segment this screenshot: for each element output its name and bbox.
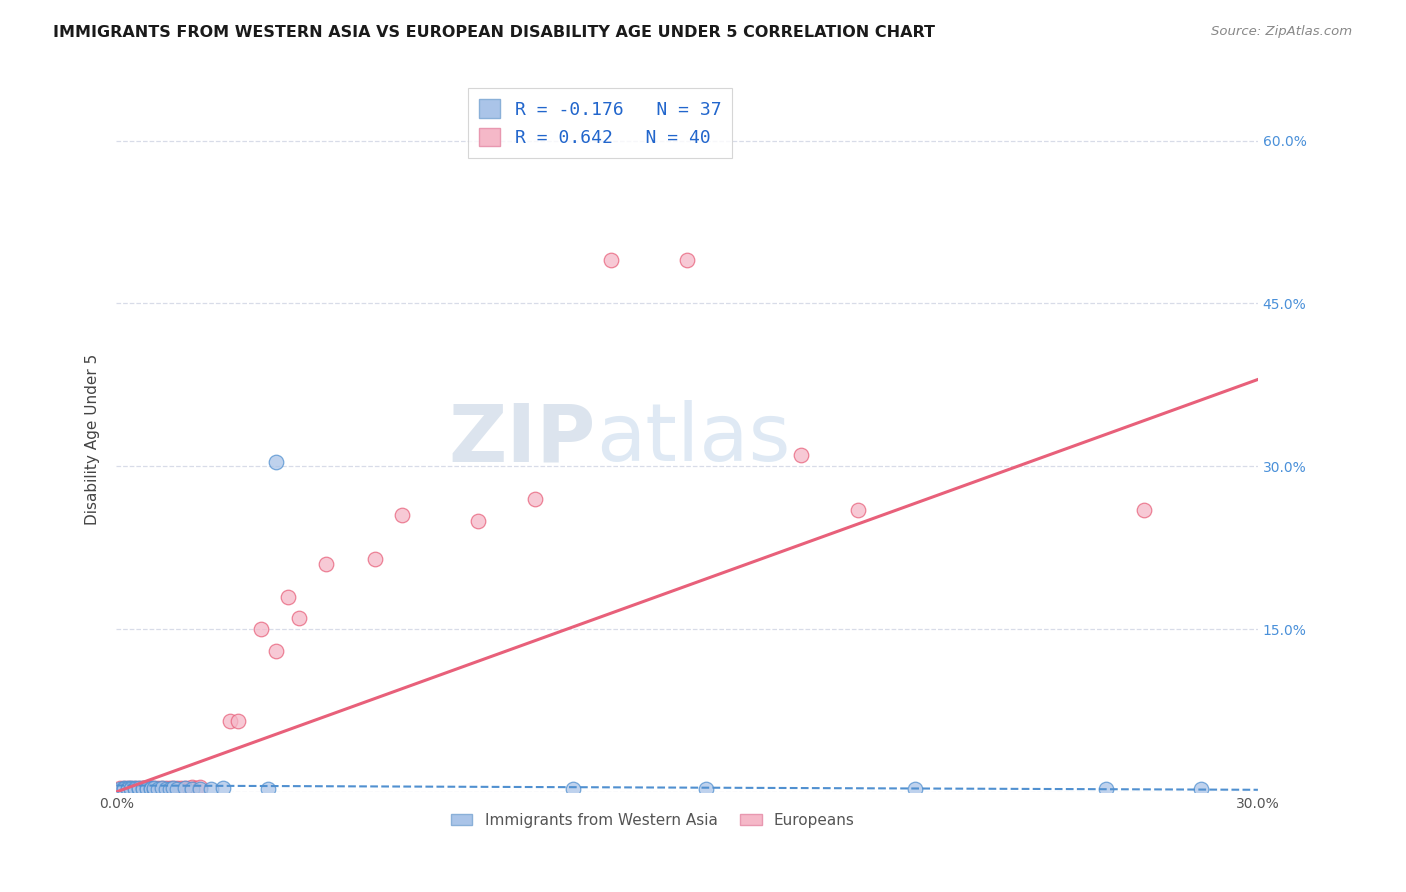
Point [846, 502, 869, 516]
Point [139, 780, 162, 795]
Point [143, 780, 166, 795]
Point [128, 780, 150, 795]
Point [162, 780, 184, 795]
Point [124, 780, 146, 795]
Point [200, 781, 222, 796]
Point [155, 780, 177, 795]
Point [146, 781, 169, 796]
Point [177, 780, 200, 795]
Point [108, 780, 131, 795]
Point [211, 780, 233, 795]
Point [112, 781, 135, 796]
Point [561, 781, 583, 796]
Point [150, 780, 173, 795]
Point [188, 780, 211, 794]
Point [159, 781, 181, 796]
Point [135, 780, 157, 795]
Text: ZIP: ZIP [449, 401, 596, 478]
Point [162, 780, 184, 795]
Point [143, 780, 166, 795]
Legend: Immigrants from Western Asia, Europeans: Immigrants from Western Asia, Europeans [444, 806, 860, 834]
Point [112, 780, 135, 795]
Point [467, 514, 489, 528]
Point [181, 781, 204, 796]
Point [135, 780, 157, 795]
Point [166, 781, 188, 796]
Point [315, 557, 337, 571]
Point [139, 780, 162, 795]
Point [790, 449, 813, 463]
Point [117, 780, 139, 795]
Point [128, 780, 150, 795]
Point [188, 781, 211, 796]
Point [676, 253, 699, 268]
Point [391, 508, 413, 523]
Point [264, 455, 287, 469]
Point [128, 781, 150, 796]
Point [132, 780, 155, 795]
Point [139, 781, 162, 796]
Point [132, 781, 155, 796]
Point [173, 780, 195, 795]
Point [226, 714, 249, 729]
Point [150, 780, 173, 795]
Point [1189, 781, 1212, 796]
Point [108, 781, 131, 796]
Point [159, 780, 181, 795]
Text: Source: ZipAtlas.com: Source: ZipAtlas.com [1212, 25, 1353, 38]
Point [250, 622, 273, 636]
Y-axis label: Disability Age Under 5: Disability Age Under 5 [86, 353, 100, 524]
Point [1132, 502, 1154, 516]
Point [904, 781, 927, 796]
Point [288, 611, 311, 625]
Point [600, 253, 623, 268]
Point [121, 780, 143, 795]
Point [257, 781, 280, 796]
Point [139, 780, 162, 795]
Point [166, 780, 188, 795]
Point [117, 780, 139, 795]
Point [124, 780, 146, 795]
Point [219, 714, 242, 729]
Point [695, 781, 717, 796]
Point [121, 781, 143, 796]
Point [276, 590, 298, 604]
Text: atlas: atlas [596, 401, 790, 478]
Point [186, 780, 208, 795]
Point [132, 780, 155, 795]
Point [1094, 781, 1116, 796]
Point [264, 644, 287, 658]
Point [143, 781, 166, 796]
Point [132, 780, 155, 795]
Point [146, 780, 169, 795]
Point [364, 551, 387, 566]
Point [112, 780, 135, 795]
Point [155, 781, 177, 796]
Text: IMMIGRANTS FROM WESTERN ASIA VS EUROPEAN DISABILITY AGE UNDER 5 CORRELATION CHAR: IMMIGRANTS FROM WESTERN ASIA VS EUROPEAN… [53, 25, 935, 40]
Point [121, 780, 143, 795]
Point [523, 491, 546, 506]
Point [170, 780, 193, 795]
Point [181, 780, 204, 794]
Point [173, 780, 195, 795]
Point [117, 781, 139, 796]
Point [135, 781, 157, 796]
Point [124, 781, 146, 796]
